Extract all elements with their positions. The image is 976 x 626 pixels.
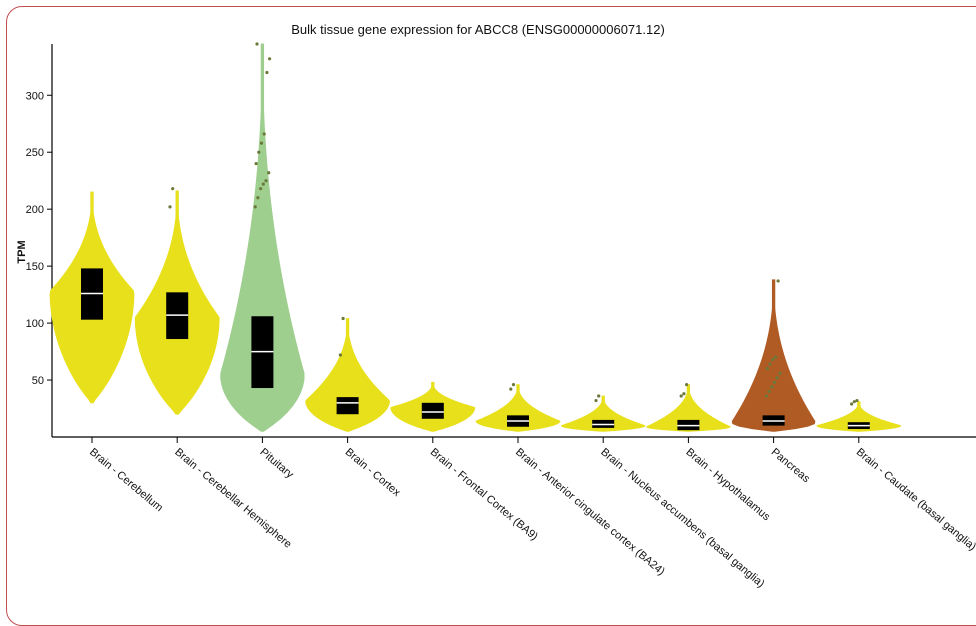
outlier-point [776,279,780,283]
violin-3 [220,42,305,432]
outlier-point [268,57,272,61]
y-tick-label: 250 [26,147,44,159]
outlier-point [254,162,258,166]
x-tick-label: Pancreas [769,446,813,485]
violin-body [731,279,816,432]
x-tick-label: Brain - Cerebellum [87,446,165,514]
outlier-point [265,70,269,75]
outlier-point [765,367,769,371]
violins [49,42,902,432]
x-tick-label: Brain - Cortex [343,446,403,499]
violin-body [816,401,902,432]
outlier-point [770,385,774,389]
violin-6 [475,383,561,432]
violin-10 [816,398,902,432]
x-tick-label: Brain - Anterior cingulate cortex (BA24) [513,446,667,578]
outlier-point [264,179,268,183]
outlier-point [259,141,264,145]
y-axis-label: TPM [16,240,28,263]
violin-9 [731,279,816,432]
y-tick-label: 300 [26,90,44,102]
x-tick-label: Brain - Nucleus accumbens (basal ganglia… [598,446,766,590]
iqr-box [336,397,359,415]
outlier-point [855,398,859,403]
violin-8 [646,383,731,432]
violin-body [305,318,390,432]
outlier-point [338,353,342,357]
violin-7 [560,394,646,432]
x-tick-label: Brain - Caudate (basal ganglia) [854,446,976,553]
outlier-point [341,316,345,321]
outlier-point [679,394,683,398]
outlier-point [682,392,686,396]
y-axis: 50 100 150 200 250 300 [26,44,53,437]
violin-body [646,384,731,432]
outlier-point [850,402,854,406]
outlier-point [772,380,777,384]
outlier-point [764,394,769,398]
chart-title: Bulk tissue gene expression for ABCC8 (E… [291,22,665,37]
outlier-point [259,187,263,191]
outlier-point [267,171,271,175]
y-tick-label: 50 [32,375,44,387]
outlier-point [262,132,266,136]
outlier-point [685,383,689,387]
outlier-point [771,357,775,362]
outlier-point [253,205,257,209]
x-tick-label: Brain - Hypothalamus [683,446,772,524]
outlier-point [778,371,782,375]
x-axis: Brain - Cerebellum Brain - Cerebellar Hem… [52,436,976,590]
x-tick-label: Pituitary [257,446,296,481]
violin-2 [134,187,220,415]
violin-body [560,395,646,432]
y-tick-label: 150 [26,261,44,273]
outlier-point [256,196,260,200]
violin-1 [49,191,135,404]
outlier-point [257,150,261,154]
outlier-point [261,182,265,186]
outlier-point [767,389,771,394]
violin-chart: Bulk tissue gene expression for ABCC8 (E… [16,22,976,590]
outlier-point [171,187,175,191]
y-tick-label: 100 [26,318,44,330]
violin-body [475,384,561,432]
y-tick-label: 200 [26,204,44,216]
violin-5 [390,381,476,432]
outlier-point [773,355,778,359]
outlier-point [775,376,779,380]
outlier-point [852,400,856,404]
violin-4 [305,316,390,432]
outlier-point [594,398,598,403]
violin-body [220,43,305,432]
outlier-point [768,362,772,366]
outlier-point [597,394,601,398]
outlier-point [511,383,516,387]
outlier-point [168,205,172,209]
outlier-point [255,42,259,46]
outlier-point [509,387,513,391]
iqr-box [421,402,444,419]
